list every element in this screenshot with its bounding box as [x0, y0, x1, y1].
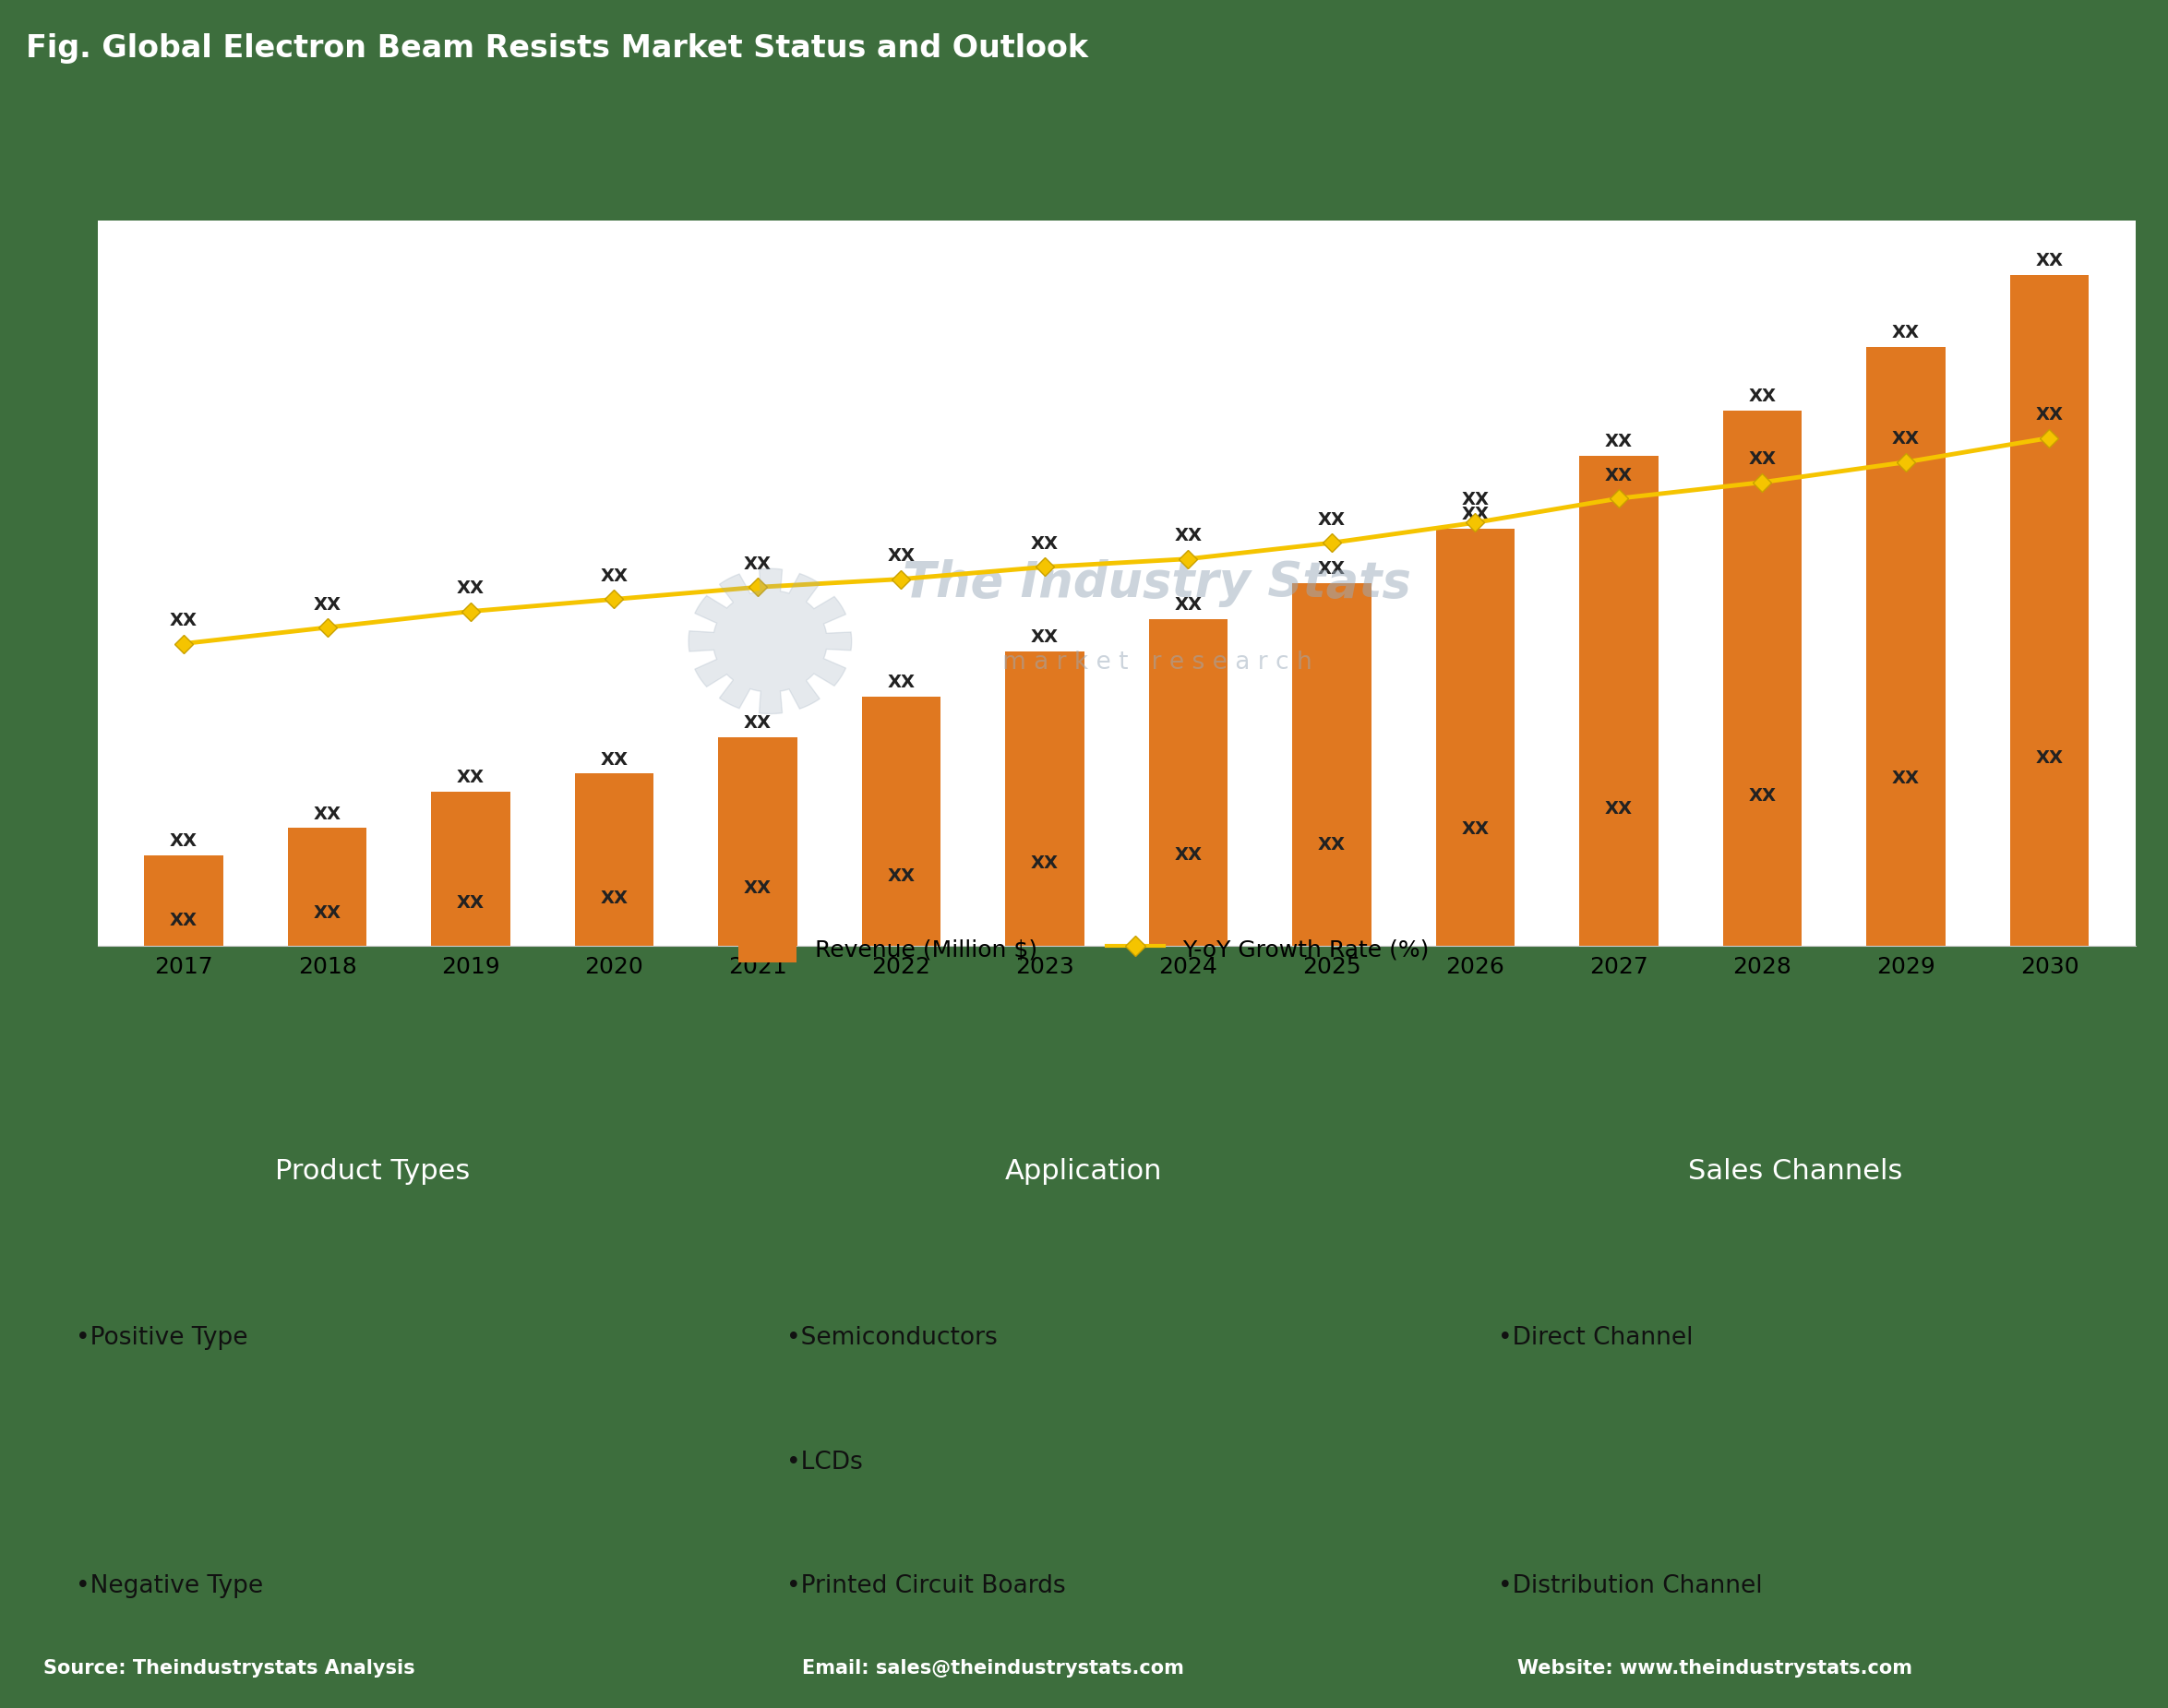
Text: XX: XX: [1032, 629, 1058, 646]
Text: XX: XX: [1893, 770, 1919, 787]
Text: •Distribution Channel: •Distribution Channel: [1498, 1573, 1763, 1599]
Text: Application: Application: [1006, 1158, 1162, 1185]
Text: Source: Theindustrystats Analysis: Source: Theindustrystats Analysis: [43, 1658, 414, 1677]
Text: •Semiconductors: •Semiconductors: [787, 1327, 997, 1351]
Text: XX: XX: [1175, 596, 1201, 613]
Text: XX: XX: [457, 769, 483, 786]
Text: XX: XX: [169, 832, 197, 851]
Text: XX: XX: [887, 673, 915, 692]
Bar: [1435, 529, 1515, 946]
Text: Fig. Global Electron Beam Resists Market Status and Outlook: Fig. Global Electron Beam Resists Market…: [26, 34, 1088, 65]
Text: XX: XX: [1750, 388, 1776, 405]
Bar: [2010, 275, 2088, 946]
Text: XX: XX: [1032, 535, 1058, 553]
Text: •Negative Type: •Negative Type: [76, 1573, 262, 1599]
Text: XX: XX: [2036, 750, 2064, 767]
Legend: Revenue (Million $), Y-oY Growth Rate (%): Revenue (Million $), Y-oY Growth Rate (%…: [728, 926, 1440, 972]
Bar: [575, 774, 655, 946]
Text: XX: XX: [1461, 820, 1489, 839]
Text: XX: XX: [314, 904, 340, 922]
Bar: [431, 793, 509, 946]
Text: Email: sales@theindustrystats.com: Email: sales@theindustrystats.com: [802, 1658, 1184, 1677]
Text: •Positive Type: •Positive Type: [76, 1327, 247, 1351]
Text: XX: XX: [169, 912, 197, 929]
Text: XX: XX: [1175, 528, 1201, 545]
Text: XX: XX: [1750, 451, 1776, 468]
Text: XX: XX: [1893, 325, 1919, 342]
Text: XX: XX: [887, 868, 915, 885]
Text: m a r k e t   r e s e a r c h: m a r k e t r e s e a r c h: [1002, 651, 1312, 675]
Text: XX: XX: [314, 804, 340, 823]
Text: XX: XX: [744, 880, 772, 897]
Text: Sales Channels: Sales Channels: [1689, 1158, 1901, 1185]
Text: XX: XX: [887, 548, 915, 565]
Text: XX: XX: [744, 714, 772, 733]
Text: Product Types: Product Types: [275, 1158, 470, 1185]
Text: XX: XX: [314, 596, 340, 613]
Text: •LCDs: •LCDs: [787, 1450, 863, 1474]
Text: Website: www.theindustrystats.com: Website: www.theindustrystats.com: [1518, 1658, 1912, 1677]
Text: XX: XX: [744, 555, 772, 572]
Text: XX: XX: [1318, 560, 1346, 577]
Text: XX: XX: [1461, 490, 1489, 509]
Text: XX: XX: [601, 567, 629, 586]
Text: XX: XX: [1604, 434, 1633, 451]
Bar: [145, 856, 223, 946]
Text: XX: XX: [457, 895, 483, 912]
Text: XX: XX: [1604, 466, 1633, 485]
Bar: [718, 738, 798, 946]
Text: XX: XX: [1318, 511, 1346, 529]
Text: •Direct Channel: •Direct Channel: [1498, 1327, 1693, 1351]
Text: The Industry Stats: The Industry Stats: [904, 559, 1411, 606]
Text: XX: XX: [1750, 787, 1776, 804]
Bar: [1724, 410, 1802, 946]
Bar: [1149, 620, 1227, 946]
Text: XX: XX: [169, 611, 197, 630]
Text: XX: XX: [1604, 799, 1633, 818]
Bar: [1578, 456, 1659, 946]
Text: XX: XX: [1461, 506, 1489, 523]
Text: XX: XX: [1893, 430, 1919, 447]
Text: •Printed Circuit Boards: •Printed Circuit Boards: [787, 1573, 1067, 1599]
Text: XX: XX: [601, 752, 629, 769]
Bar: [1867, 347, 1945, 946]
Text: XX: XX: [1318, 835, 1346, 854]
Text: XX: XX: [2036, 407, 2064, 424]
Bar: [861, 697, 941, 946]
Polygon shape: [689, 569, 852, 714]
Bar: [1292, 582, 1372, 946]
Text: XX: XX: [601, 890, 629, 907]
Text: XX: XX: [457, 579, 483, 598]
Bar: [1006, 651, 1084, 946]
Bar: [288, 828, 366, 946]
Text: XX: XX: [1032, 854, 1058, 873]
Text: XX: XX: [1175, 845, 1201, 864]
Text: XX: XX: [2036, 251, 2064, 270]
